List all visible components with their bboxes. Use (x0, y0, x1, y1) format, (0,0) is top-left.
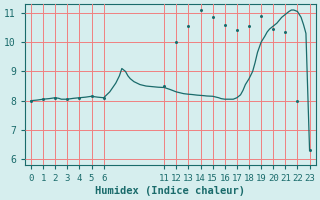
X-axis label: Humidex (Indice chaleur): Humidex (Indice chaleur) (95, 186, 245, 196)
